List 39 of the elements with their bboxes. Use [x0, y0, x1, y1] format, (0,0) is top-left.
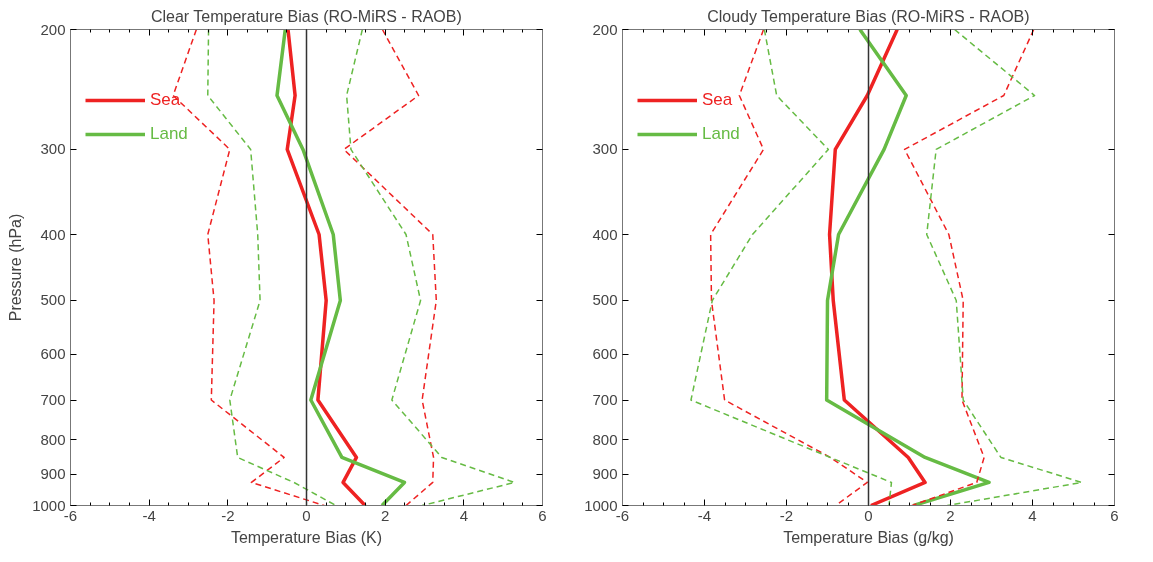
x-tick-label: -4: [697, 506, 712, 524]
y-tick-label: 800: [592, 430, 618, 448]
y-tick-label: 800: [40, 430, 66, 448]
y-tick-label: 600: [40, 345, 66, 363]
y-tick-label: 200: [592, 20, 618, 38]
x-tick-label: 0: [864, 506, 873, 524]
y-tick-label: 400: [40, 225, 66, 243]
y-axis-title: Pressure (hPa): [7, 213, 25, 322]
x-tick-label: 6: [538, 506, 547, 524]
y-tick-label: 700: [40, 391, 66, 409]
y-tick-label: 700: [592, 391, 618, 409]
x-tick-label: 4: [459, 506, 469, 524]
y-tick-label: 300: [40, 140, 66, 158]
y-tick-label: 1000: [584, 496, 618, 514]
y-tick-label: 400: [592, 225, 618, 243]
x-tick-label: -2: [221, 506, 235, 524]
y-tick-label: 200: [40, 20, 66, 38]
x-tick-label: -4: [142, 506, 156, 524]
x-tick-label: 2: [946, 506, 955, 524]
y-tick-label: 600: [592, 345, 618, 363]
legend-label: Sea: [150, 90, 181, 110]
y-tick-label: 500: [592, 291, 618, 309]
x-tick-label: -2: [779, 506, 794, 524]
legend-label: Land: [702, 124, 740, 144]
x-axis-title: Temperature Bias (K): [230, 528, 383, 546]
x-axis-title: Temperature Bias (g/kg): [783, 528, 954, 546]
legend-label: Land: [150, 124, 188, 144]
y-tick-label: 900: [40, 465, 66, 483]
y-tick-label: 300: [592, 140, 618, 158]
legend-label: Sea: [702, 90, 733, 110]
y-tick-label: 1000: [32, 496, 66, 514]
y-tick-label: 500: [40, 291, 66, 309]
x-tick-label: 4: [1028, 506, 1037, 524]
chart-title: Cloudy Temperature Bias (RO-MiRS - RAOB): [707, 7, 1030, 25]
y-tick-label: 900: [592, 465, 618, 483]
x-tick-label: 0: [302, 506, 311, 524]
chart-title: Clear Temperature Bias (RO-MiRS - RAOB): [150, 7, 462, 25]
x-tick-label: 6: [1110, 506, 1119, 524]
x-tick-label: 2: [381, 506, 390, 524]
